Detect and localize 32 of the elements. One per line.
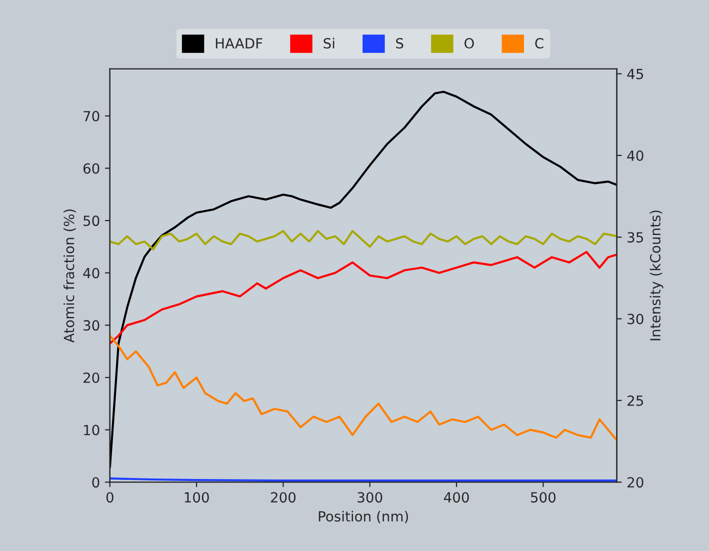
- y-tick-label: 30: [84, 320, 100, 331]
- y2-tick-label: 45: [627, 68, 644, 80]
- y-tick-label: 60: [83, 163, 100, 174]
- y2-tick-label: 25: [628, 395, 644, 406]
- y-tick-label: 40: [83, 268, 100, 278]
- line-series: [110, 90, 617, 468]
- y-tick-label: 0: [92, 477, 100, 488]
- x-tick-label: 300: [358, 492, 382, 503]
- legend-label: S: [396, 38, 404, 49]
- line-series: [110, 334, 617, 442]
- y2-tick-label: 30: [628, 314, 644, 324]
- y2-tick-label: 40: [627, 150, 644, 161]
- y-tick-label: 70: [84, 110, 100, 122]
- x-tick-label: 400: [444, 492, 469, 503]
- y-tick-label: 50: [84, 216, 100, 226]
- legend-label: Si: [324, 38, 334, 49]
- line-series: [110, 230, 617, 250]
- x-tick-label: 500: [530, 492, 556, 503]
- y-tick-label: 10: [84, 424, 100, 436]
- legend-label: HAADF: [216, 38, 262, 48]
- legend-label: O: [464, 38, 474, 49]
- x-tick-label: 200: [270, 492, 296, 503]
- x-tick-label: 0: [106, 492, 114, 503]
- y-tick-label: 20: [84, 372, 100, 383]
- x-tick-label: 100: [184, 492, 209, 503]
- legend-label: C: [535, 38, 544, 49]
- y2-tick-label: 35: [628, 232, 644, 243]
- y2-axis-title: Intensity (kCounts): [650, 210, 664, 340]
- y-axis-title: Atomic fraction (%): [64, 209, 76, 343]
- x-axis-title: Position (nm): [318, 510, 408, 524]
- y2-tick-label: 20: [628, 477, 644, 488]
- line-series: [110, 250, 617, 345]
